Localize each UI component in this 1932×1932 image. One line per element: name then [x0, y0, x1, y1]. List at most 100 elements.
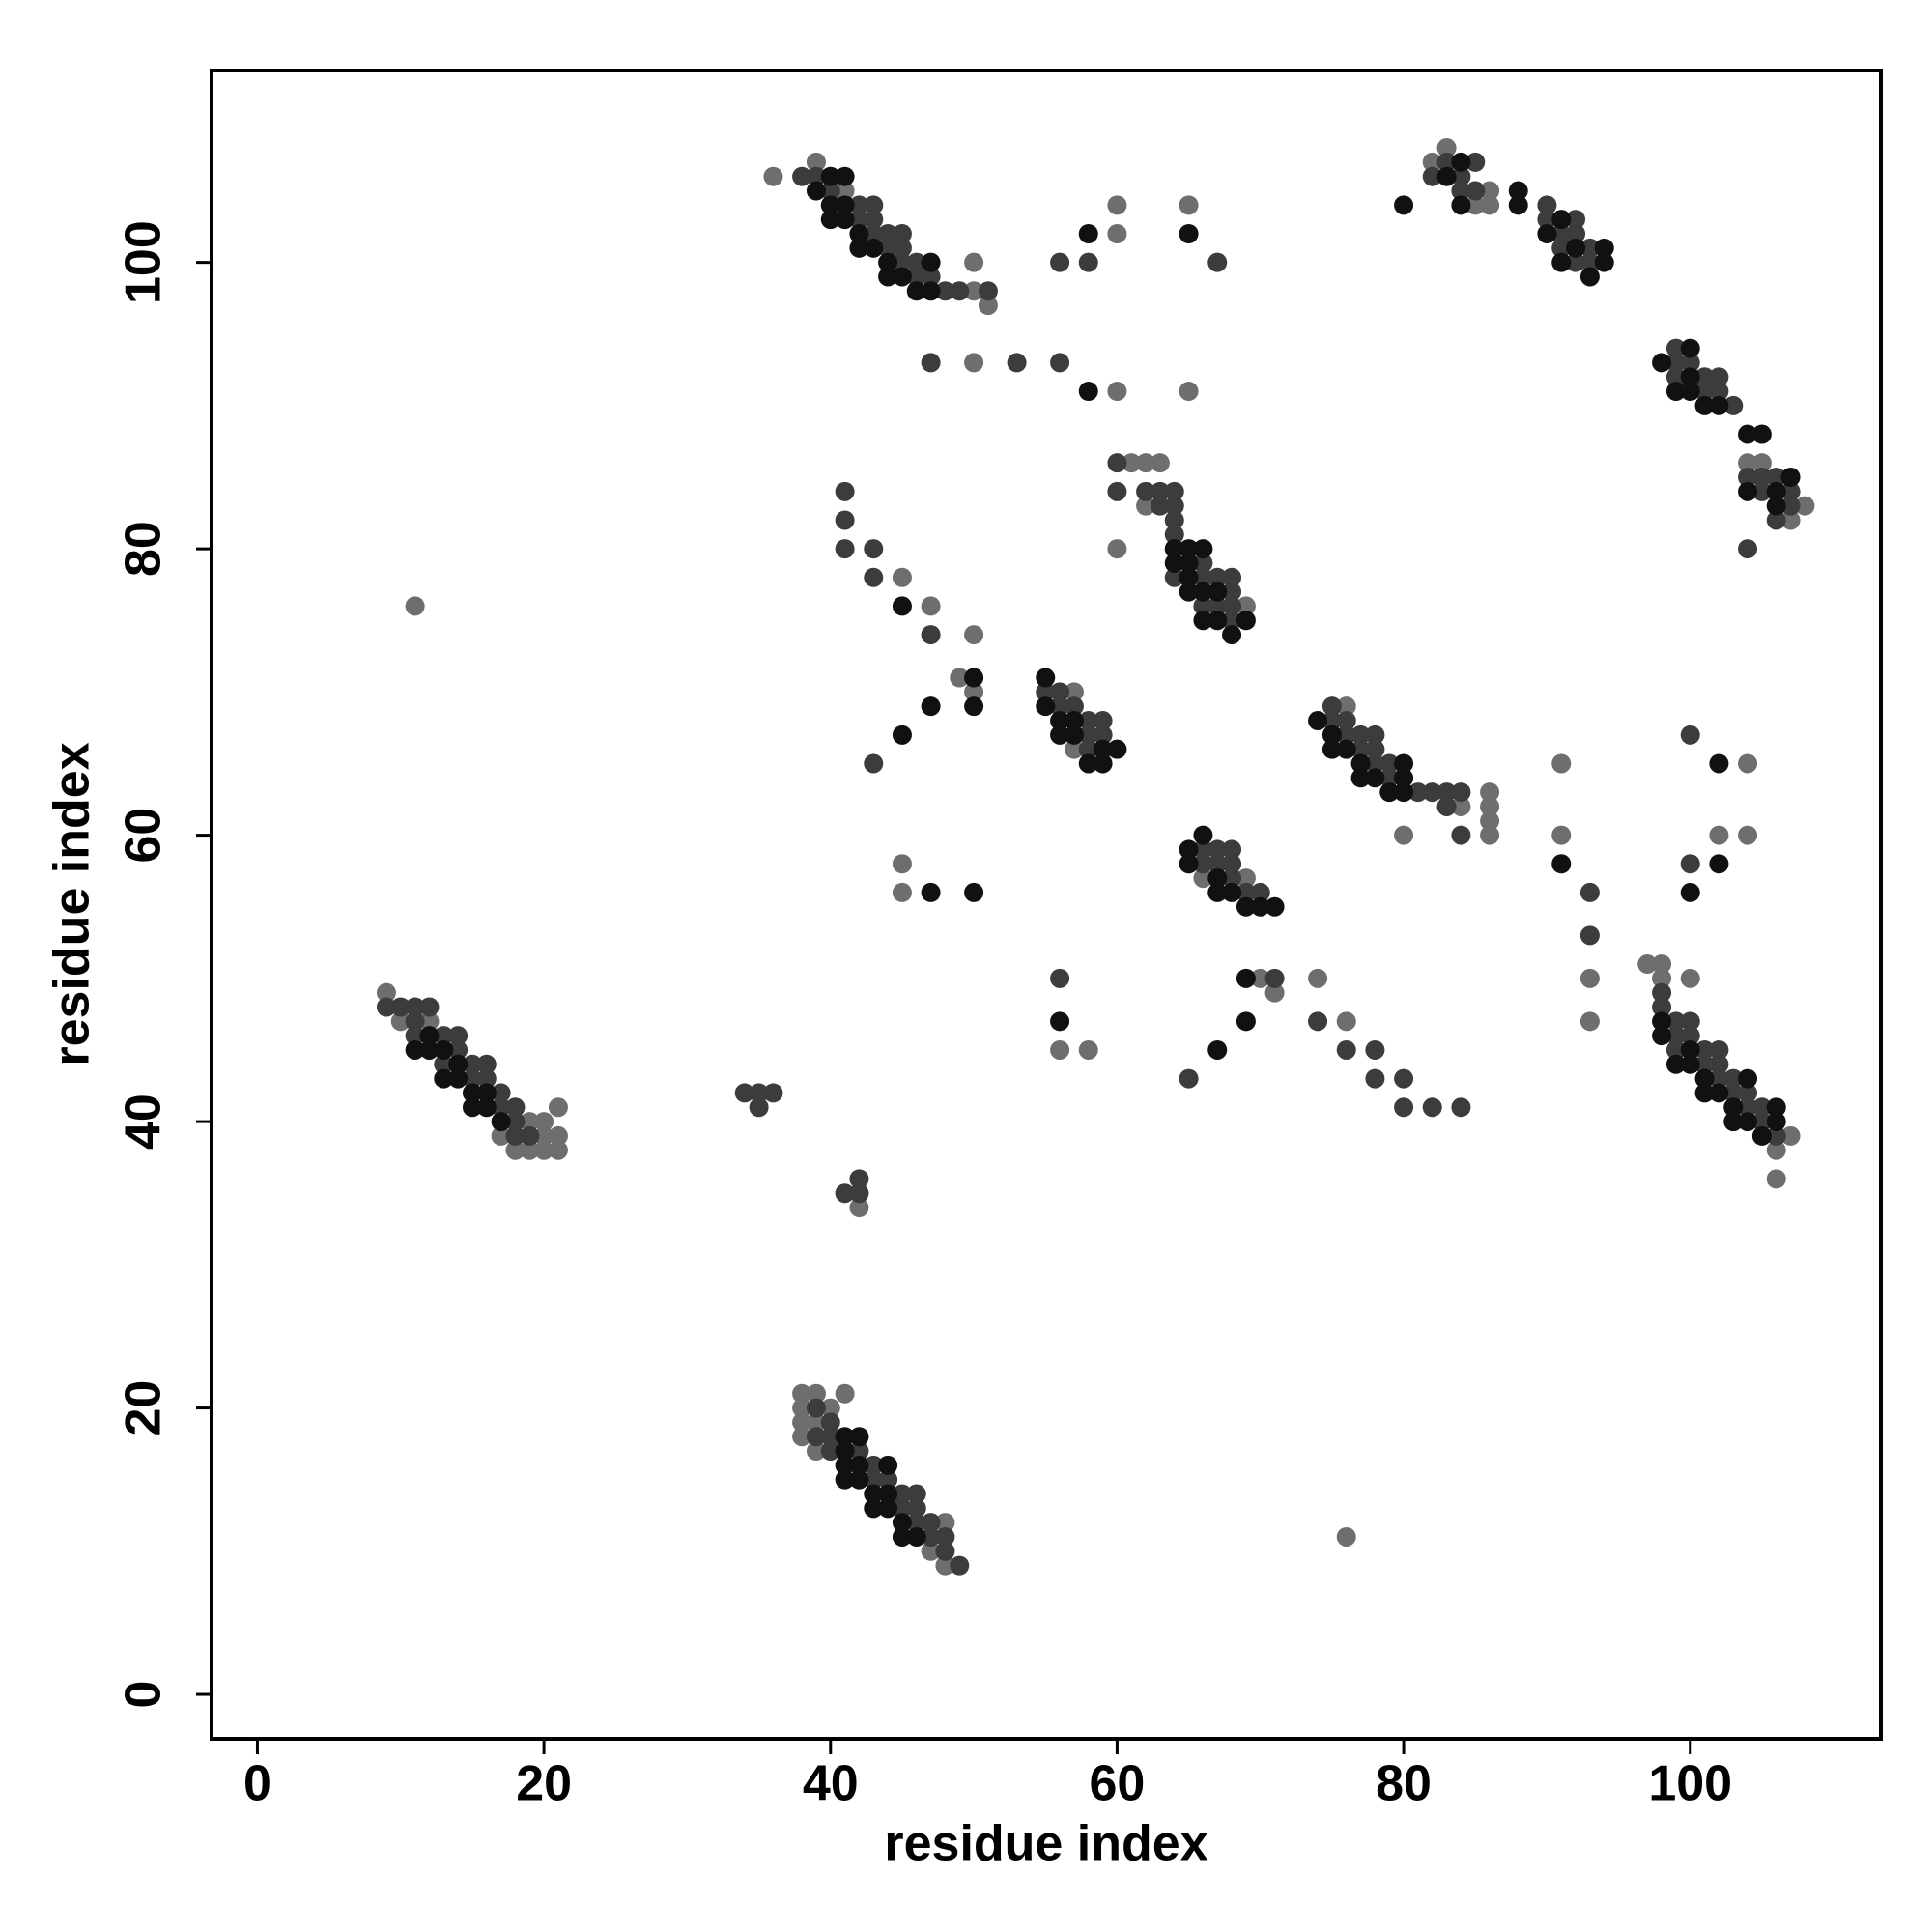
point	[864, 1455, 884, 1475]
point	[1321, 711, 1342, 731]
point	[921, 596, 941, 616]
point	[1751, 481, 1772, 501]
point	[376, 982, 396, 1003]
point	[1723, 1097, 1744, 1118]
point	[1680, 882, 1700, 902]
point	[878, 1498, 898, 1519]
point	[434, 1039, 454, 1060]
point	[1107, 739, 1127, 759]
point	[1480, 796, 1500, 816]
point	[548, 1125, 568, 1146]
point	[1738, 1112, 1758, 1132]
point	[1236, 611, 1256, 631]
point	[1150, 453, 1170, 473]
point	[1222, 596, 1242, 616]
point	[1236, 1011, 1256, 1032]
point	[1551, 238, 1572, 258]
point	[864, 223, 884, 243]
point	[1665, 367, 1686, 387]
point	[835, 166, 855, 186]
point	[448, 1026, 469, 1046]
point	[419, 997, 440, 1017]
point	[1665, 382, 1686, 402]
point	[1451, 1097, 1471, 1118]
point	[864, 1498, 884, 1519]
point	[1236, 968, 1256, 988]
point	[1321, 739, 1342, 759]
point	[1093, 724, 1113, 745]
point	[1738, 481, 1758, 501]
point	[1050, 696, 1070, 717]
point	[1465, 152, 1486, 172]
point	[505, 1112, 526, 1132]
point	[1738, 1097, 1758, 1118]
point	[1179, 553, 1199, 573]
point	[878, 267, 898, 287]
point	[1566, 210, 1586, 230]
point	[806, 1441, 826, 1462]
point	[950, 1555, 970, 1576]
point	[835, 195, 855, 215]
point	[1751, 1125, 1772, 1146]
point	[1766, 468, 1786, 488]
x-tick-label: 20	[516, 1756, 572, 1812]
point	[1107, 223, 1127, 243]
point	[1193, 553, 1213, 573]
point	[1365, 768, 1385, 788]
point	[1264, 896, 1285, 917]
point	[835, 481, 855, 501]
point	[1208, 854, 1228, 874]
point	[520, 1140, 540, 1160]
point	[1164, 525, 1184, 545]
point	[878, 223, 898, 243]
point	[1480, 825, 1500, 845]
point	[419, 1026, 440, 1046]
point	[1394, 768, 1414, 788]
point	[1480, 782, 1500, 803]
point	[806, 166, 826, 186]
point	[1709, 1039, 1729, 1060]
point	[950, 281, 970, 301]
point	[906, 267, 926, 287]
point	[1379, 768, 1400, 788]
point	[864, 238, 884, 258]
point	[1480, 810, 1500, 831]
x-axis-title: residue index	[884, 1816, 1208, 1872]
point	[1064, 711, 1084, 731]
point	[1107, 539, 1127, 559]
point	[921, 1526, 941, 1547]
point	[1751, 1112, 1772, 1132]
point	[1365, 1068, 1385, 1089]
point	[835, 1455, 855, 1475]
point	[1308, 711, 1328, 731]
y-tick-label: 80	[116, 521, 172, 577]
point	[835, 1469, 855, 1490]
point	[1179, 839, 1199, 860]
x-tick-label: 40	[803, 1756, 859, 1812]
point	[835, 1441, 855, 1462]
point	[1078, 724, 1098, 745]
point	[1193, 539, 1213, 559]
point	[1566, 223, 1586, 243]
point	[491, 1097, 511, 1118]
point	[1150, 481, 1170, 501]
point	[1064, 682, 1084, 702]
point	[1136, 481, 1156, 501]
point	[1394, 195, 1414, 215]
point	[1738, 539, 1758, 559]
point	[849, 1427, 869, 1447]
point	[935, 1513, 955, 1533]
point	[921, 1541, 941, 1561]
point	[1551, 753, 1572, 774]
point	[1208, 868, 1228, 889]
point	[1680, 1039, 1700, 1060]
point	[835, 1183, 855, 1204]
point	[1208, 611, 1228, 631]
point	[1766, 510, 1786, 530]
point	[1264, 982, 1285, 1003]
point	[1179, 539, 1199, 559]
point	[1738, 1083, 1758, 1103]
point	[1766, 496, 1786, 516]
point	[1179, 382, 1199, 402]
point	[1107, 382, 1127, 402]
